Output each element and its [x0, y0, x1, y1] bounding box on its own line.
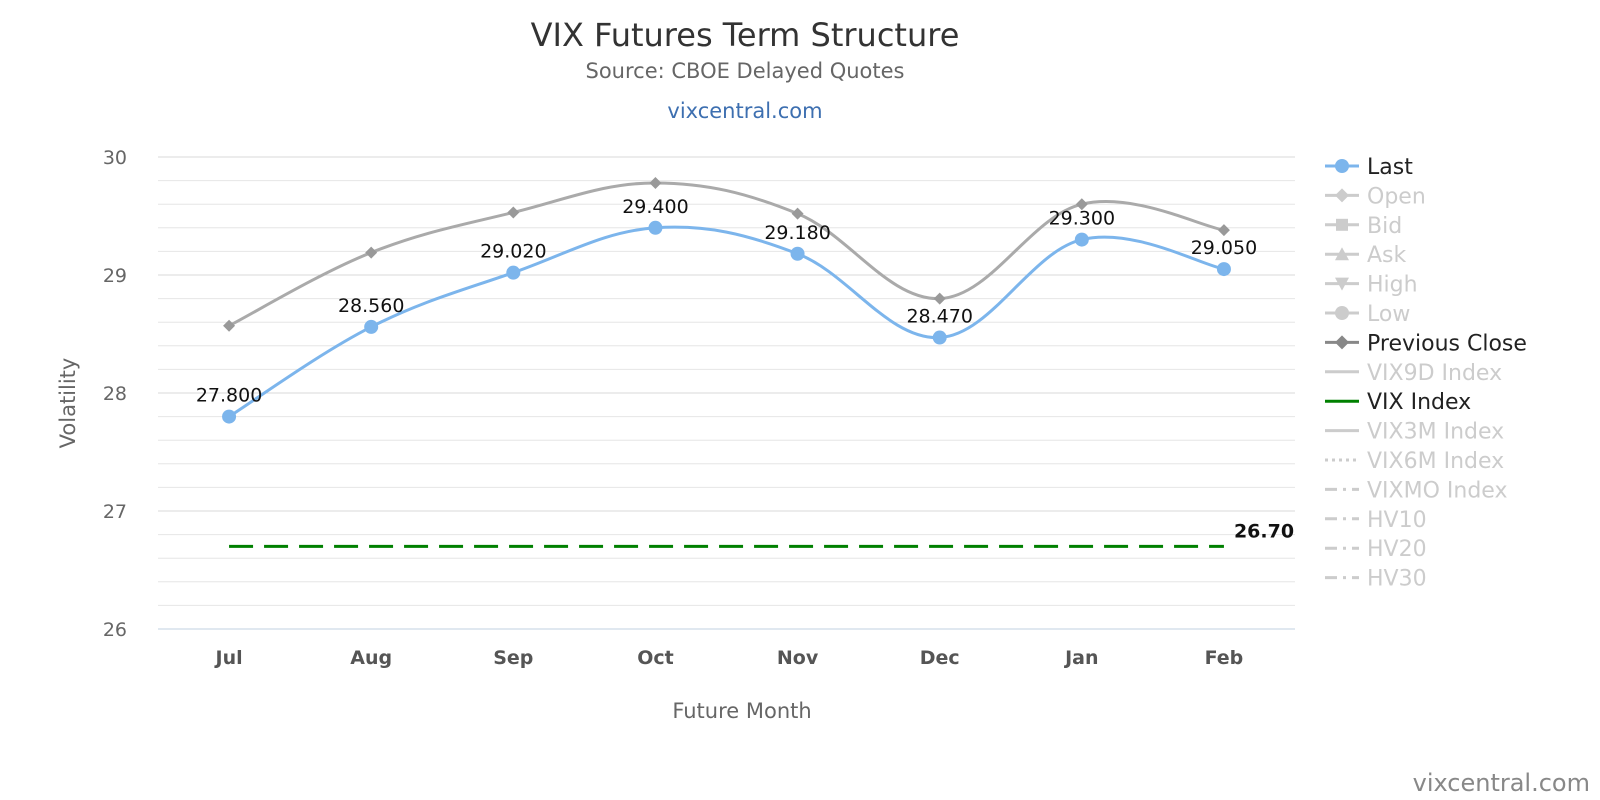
series-previous-close: [223, 176, 1230, 332]
previous-close-point[interactable]: [1075, 198, 1088, 211]
site-link[interactable]: vixcentral.com: [667, 99, 822, 123]
last-point[interactable]: [506, 265, 521, 280]
x-tick-label: Jan: [1063, 647, 1098, 669]
x-tick-label: Sep: [493, 647, 533, 669]
legend-diamond-icon: [1335, 188, 1349, 203]
legend-item-high[interactable]: High: [1325, 273, 1418, 298]
legend-item-vixmo-index[interactable]: VIXMO Index: [1325, 478, 1507, 503]
legend-item-bid[interactable]: Bid: [1325, 214, 1402, 239]
legend-label: VIX3M Index: [1367, 420, 1504, 445]
last-point[interactable]: [1216, 262, 1231, 277]
legend-item-vix9d-index[interactable]: VIX9D Index: [1325, 361, 1502, 386]
legend-label: VIX6M Index: [1367, 449, 1504, 474]
legend-label: VIX9D Index: [1367, 361, 1502, 386]
legend-label: HV10: [1367, 508, 1427, 533]
x-tick-label: Aug: [350, 647, 392, 669]
x-axis: Jul Aug Sep Oct Nov Dec Jan Feb: [214, 647, 1244, 669]
x-tick-label: Jul: [214, 647, 243, 669]
last-point[interactable]: [648, 220, 663, 235]
series-vix-index: 26.70: [229, 520, 1294, 548]
previous-close-point[interactable]: [223, 319, 236, 332]
legend-label: Previous Close: [1367, 331, 1527, 356]
legend-circle-icon: [1335, 306, 1349, 320]
legend-label: VIX Index: [1367, 390, 1471, 415]
legend-square-icon: [1336, 218, 1348, 231]
legend-item-low[interactable]: Low: [1325, 302, 1410, 327]
legend-label: HV30: [1367, 567, 1427, 592]
chart-title: VIX Futures Term Structure: [531, 16, 960, 54]
last-point[interactable]: [364, 319, 379, 334]
x-tick-label: Dec: [920, 647, 960, 669]
last-line: [228, 225, 1225, 418]
legend-label: Last: [1367, 155, 1413, 180]
x-tick-label: Feb: [1205, 647, 1244, 669]
previous-close-point[interactable]: [365, 246, 378, 259]
previous-close-point[interactable]: [1217, 224, 1230, 237]
legend-item-previous-close[interactable]: Previous Close: [1325, 331, 1527, 356]
last-data-label: 28.560: [338, 295, 404, 317]
legend-item-hv30[interactable]: HV30: [1325, 567, 1427, 592]
legend-label: VIXMO Index: [1367, 478, 1507, 503]
last-point[interactable]: [1074, 232, 1089, 247]
y-tick-label: 26: [103, 619, 127, 641]
previous-close-line: [228, 181, 1225, 328]
gridlines: [158, 156, 1295, 630]
last-point[interactable]: [790, 246, 805, 261]
previous-close-point[interactable]: [933, 292, 946, 305]
legend-item-vix6m-index[interactable]: VIX6M Index: [1325, 449, 1504, 474]
last-point[interactable]: [932, 330, 947, 345]
y-axis-title: Volatility: [56, 358, 80, 449]
last-data-label: 28.470: [906, 306, 972, 328]
last-data-label: 27.800: [196, 385, 262, 407]
legend-label: HV20: [1367, 537, 1427, 562]
last-point[interactable]: [222, 409, 237, 424]
legend-label: Low: [1367, 302, 1410, 327]
legend-item-vix-index[interactable]: VIX Index: [1325, 390, 1471, 415]
x-tick-label: Oct: [637, 647, 674, 669]
legend: Last Open Bid Ask High Low Previous Close VIX9D…: [1325, 155, 1527, 592]
legend-label: Bid: [1367, 214, 1402, 239]
previous-close-point[interactable]: [507, 206, 520, 219]
legend-triangle-down-icon: [1335, 277, 1349, 291]
chart-subtitle: Source: CBOE Delayed Quotes: [586, 59, 905, 83]
previous-close-point[interactable]: [649, 176, 662, 189]
y-axis: 26 27 28 29 30: [103, 147, 127, 641]
last-data-label: 29.050: [1191, 237, 1257, 259]
legend-label: High: [1367, 273, 1418, 298]
x-tick-label: Nov: [777, 647, 819, 669]
legend-item-open[interactable]: Open: [1325, 184, 1426, 209]
previous-close-point[interactable]: [791, 207, 804, 220]
x-axis-title: Future Month: [672, 699, 811, 723]
legend-item-hv20[interactable]: HV20: [1325, 537, 1427, 562]
legend-item-vix3m-index[interactable]: VIX3M Index: [1325, 420, 1504, 445]
y-tick-label: 27: [103, 501, 127, 523]
vix-index-value-label: 26.70: [1234, 520, 1294, 542]
legend-item-last[interactable]: Last: [1325, 155, 1413, 180]
chart-credit[interactable]: vixcentral.com: [1413, 769, 1590, 797]
legend-item-ask[interactable]: Ask: [1325, 243, 1407, 268]
y-tick-label: 29: [103, 265, 127, 287]
legend-label: Open: [1367, 184, 1426, 209]
legend-circle-icon: [1335, 159, 1349, 173]
y-tick-label: 28: [103, 383, 127, 405]
y-tick-label: 30: [103, 147, 127, 169]
legend-diamond-icon: [1335, 335, 1349, 350]
last-data-label: 29.180: [764, 222, 830, 244]
series-layer: 26.70 27.800 28.560 29.020 29.400 29.180 28.47…: [196, 176, 1294, 548]
legend-triangle-icon: [1335, 247, 1349, 261]
last-data-label: 29.300: [1049, 208, 1115, 230]
last-data-label: 29.020: [480, 241, 546, 263]
legend-item-hv10[interactable]: HV10: [1325, 508, 1427, 533]
series-last: 27.800 28.560 29.020 29.400 29.180 28.470 29.3…: [196, 196, 1257, 424]
last-data-label: 29.400: [622, 196, 688, 218]
legend-label: Ask: [1367, 243, 1407, 268]
